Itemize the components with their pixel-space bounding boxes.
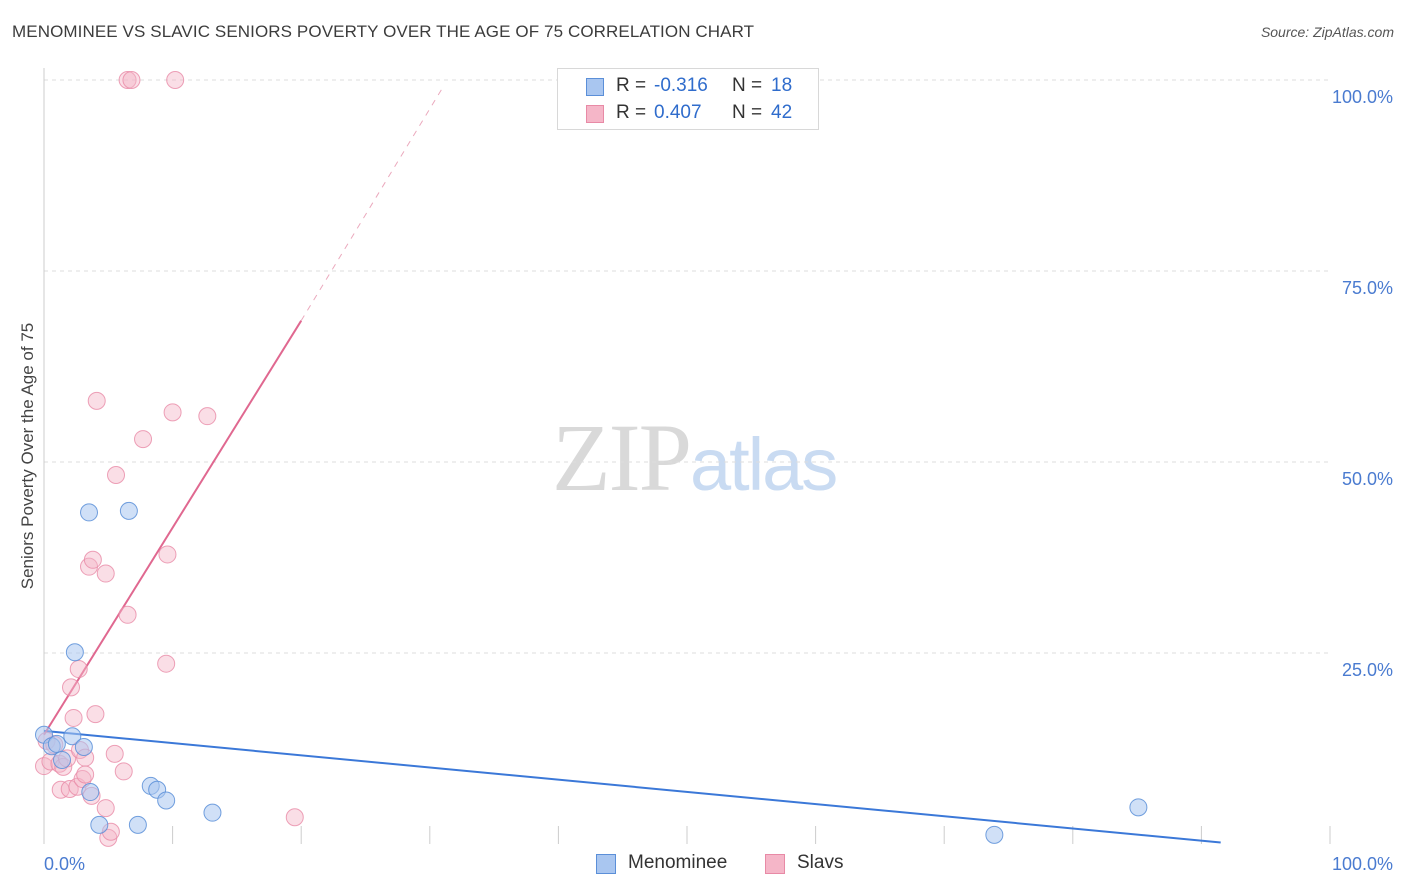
slavs-point xyxy=(35,757,53,776)
slavs-point xyxy=(134,430,153,449)
menominee-swatch xyxy=(586,78,604,96)
n-label: N = xyxy=(732,102,763,123)
slavs-point xyxy=(285,808,304,827)
menominee-swatch xyxy=(596,854,616,874)
menominee-point xyxy=(157,791,176,810)
slavs-point xyxy=(158,545,177,564)
slavs-point xyxy=(105,744,124,763)
legend-label-slavs: Slavs xyxy=(797,852,844,873)
menominee-point xyxy=(74,737,93,756)
slavs-point xyxy=(87,391,106,410)
menominee-point xyxy=(65,643,84,662)
slavs-point xyxy=(198,407,217,426)
y-tick-label: 75.0% xyxy=(1342,278,1393,298)
y-axis-label: Seniors Poverty Over the Age of 75 xyxy=(18,323,37,589)
menominee-point xyxy=(985,825,1004,844)
chart-title: MENOMINEE VS SLAVIC SENIORS POVERTY OVER… xyxy=(12,22,755,41)
y-tick-label: 50.0% xyxy=(1342,469,1393,489)
menominee-point xyxy=(90,815,109,834)
series-legend: Menominee Slavs xyxy=(0,852,1406,878)
slavs-point xyxy=(114,762,133,781)
source-credit: Source: ZipAtlas.com xyxy=(1260,24,1394,40)
menominee-point xyxy=(53,750,72,769)
slavs-n-value: 42 xyxy=(771,102,793,123)
menominee-point xyxy=(119,501,138,520)
watermark-zip: ZIP xyxy=(552,404,692,511)
tick-labels: 25.0% 50.0% 75.0% 100.0% 0.0% 100.0% xyxy=(44,87,1393,874)
menominee-point xyxy=(63,727,82,746)
legend-row-menominee: R = -0.316 N = 18 xyxy=(558,75,818,101)
slavs-point xyxy=(118,71,137,89)
menominee-trend-line xyxy=(43,729,1221,844)
menominee-point xyxy=(128,815,147,834)
slavs-point xyxy=(118,605,137,624)
slavs-point xyxy=(76,765,95,784)
menominee-point xyxy=(1129,798,1148,817)
correlation-legend: R = -0.316 N = 18 R = 0.407 N = 42 xyxy=(557,68,819,130)
legend-label-menominee: Menominee xyxy=(628,852,728,873)
r-label: R = xyxy=(616,75,647,96)
menominee-point xyxy=(80,503,99,522)
x-tick-label-min: 0.0% xyxy=(44,854,85,874)
menominee-point xyxy=(81,783,100,802)
slavs-point xyxy=(163,403,182,422)
r-label: R = xyxy=(616,102,647,123)
menominee-point xyxy=(203,803,222,822)
menominee-r-value: -0.316 xyxy=(654,75,708,96)
slavs-point xyxy=(86,705,105,724)
slavs-point xyxy=(157,654,176,673)
slavs-point xyxy=(107,465,126,484)
slavs-point xyxy=(166,71,185,89)
slavs-r-value: 0.407 xyxy=(654,102,702,123)
y-tick-label: 100.0% xyxy=(1332,87,1393,107)
slavs-point xyxy=(69,660,88,679)
slavs-point xyxy=(62,678,81,697)
slavs-point xyxy=(83,550,102,569)
y-tick-label: 25.0% xyxy=(1342,660,1393,680)
n-label: N = xyxy=(732,75,763,96)
slavs-swatch xyxy=(765,854,785,874)
x-tick-label-max: 100.0% xyxy=(1332,854,1393,874)
menominee-point xyxy=(47,734,66,753)
slavs-point xyxy=(96,564,115,583)
gridlines xyxy=(44,79,1330,654)
watermark-atlas: atlas xyxy=(690,423,838,506)
data-points xyxy=(35,71,1148,847)
menominee-n-value: 18 xyxy=(771,75,793,96)
slavs-point xyxy=(64,708,83,727)
watermark: ZIPatlas xyxy=(552,402,838,513)
trend-lines xyxy=(43,87,1221,844)
slavs-point xyxy=(122,71,141,89)
slavs-trend-extension xyxy=(300,87,444,321)
legend-row-slavs: R = 0.407 N = 42 xyxy=(558,102,818,128)
slavs-point xyxy=(96,799,115,818)
slavs-swatch xyxy=(586,105,604,123)
axes xyxy=(43,68,1331,844)
